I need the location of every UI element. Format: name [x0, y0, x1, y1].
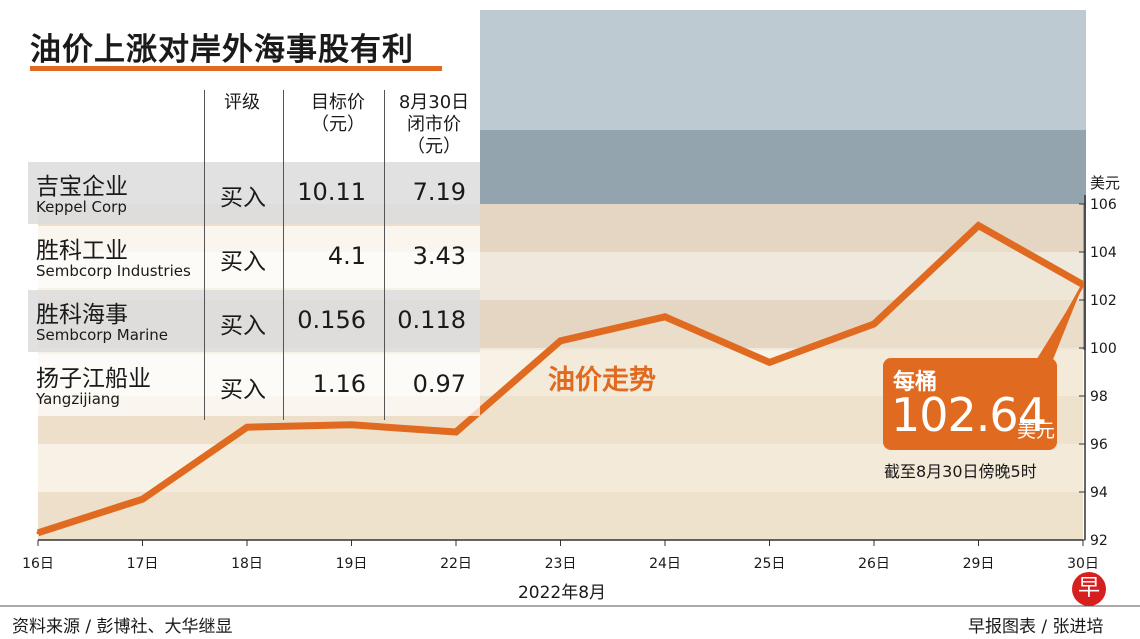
- data-point: [350, 423, 353, 427]
- callout-note: 截至8月30日傍晚5时: [884, 462, 1037, 481]
- table-row: 胜科海事 Sembcorp Marine 买入 0.156 0.118: [28, 290, 480, 352]
- target-price: 1.16: [312, 370, 366, 398]
- x-tick-label: 23日: [545, 556, 577, 572]
- table-row: 胜科工业 Sembcorp Industries 买入 4.1 3.43: [28, 226, 480, 288]
- y-tick-label: 92: [1090, 533, 1108, 549]
- header-target-line2: （元）: [311, 114, 365, 135]
- company-name-en: Keppel Corp: [36, 198, 127, 216]
- x-axis-label: 2022年8月: [518, 583, 606, 603]
- target-price: 10.11: [297, 178, 366, 206]
- area-fill: [38, 225, 1083, 540]
- company-name-en: Sembcorp Marine: [36, 326, 168, 344]
- rating-value: 买入: [220, 249, 266, 275]
- y-tick-label: 106: [1090, 197, 1117, 213]
- close-price: 0.118: [397, 306, 466, 334]
- company-name-cn: 吉宝企业: [36, 174, 128, 200]
- x-tick-label: 17日: [127, 556, 159, 572]
- page-title: 油价上涨对岸外海事股有利: [30, 32, 414, 68]
- data-point: [559, 339, 562, 343]
- header-rating-text: 评级: [224, 92, 260, 113]
- callout-label: 每桶: [893, 370, 938, 395]
- data-point: [245, 425, 249, 429]
- company-name-cn: 胜科海事: [36, 302, 128, 328]
- table-divider: [204, 90, 205, 420]
- data-point: [454, 430, 458, 434]
- y-tick-label: 94: [1090, 485, 1108, 501]
- header-rating: 评级: [210, 92, 274, 114]
- source-note: 资料来源 / 彭博社、大华继显: [12, 617, 233, 637]
- x-tick-label: 16日: [22, 556, 54, 572]
- x-tick-label: 26日: [858, 556, 890, 572]
- data-point: [872, 322, 876, 326]
- x-tick-label: 22日: [440, 556, 472, 572]
- table-divider: [283, 90, 284, 420]
- data-point: [768, 360, 771, 364]
- series-label: 油价走势: [548, 365, 656, 396]
- target-price: 4.1: [327, 242, 366, 270]
- x-tick-label: 25日: [754, 556, 786, 572]
- data-point: [36, 531, 40, 535]
- data-point: [141, 497, 144, 501]
- company-name-cn: 扬子江船业: [36, 366, 151, 392]
- y-tick-label: 98: [1090, 389, 1108, 405]
- header-close-line3: （元）: [407, 136, 461, 157]
- x-tick-label: 18日: [231, 556, 263, 572]
- x-tick-label: 19日: [336, 556, 368, 572]
- close-price: 3.43: [412, 242, 466, 270]
- header-close-line1: 8月30日: [398, 92, 470, 113]
- table-row: 吉宝企业 Keppel Corp 买入 10.11 7.19: [28, 162, 480, 224]
- header-close: 8月30日 闭市价 （元）: [388, 92, 480, 158]
- header-target-line1: 目标价: [311, 92, 365, 113]
- data-point: [663, 315, 667, 319]
- data-point: [977, 224, 980, 228]
- callout-value: 102.64: [891, 388, 1047, 442]
- x-tick-label: 29日: [963, 556, 995, 572]
- credit-note: 早报图表 / 张进培: [968, 617, 1104, 637]
- company-name-en: Yangzijiang: [36, 390, 120, 408]
- close-price: 7.19: [412, 178, 466, 206]
- y-tick-label: 102: [1090, 293, 1117, 309]
- x-tick-label: 24日: [649, 556, 681, 572]
- y-axis-label: 美元: [1090, 174, 1120, 192]
- zaobao-logo: 早: [1072, 572, 1106, 606]
- callout-unit: 美元: [1017, 420, 1056, 442]
- rating-value: 买入: [220, 377, 266, 403]
- photo-sky: [480, 10, 1086, 130]
- y-tick-label: 100: [1090, 341, 1117, 357]
- rating-value: 买入: [220, 185, 266, 211]
- title-underline: [30, 66, 442, 71]
- callout-leader: [1038, 283, 1085, 363]
- company-name-en: Sembcorp Industries: [36, 262, 191, 280]
- table-divider: [384, 90, 385, 420]
- target-price: 0.156: [297, 306, 366, 334]
- y-tick-label: 96: [1090, 437, 1108, 453]
- header-target: 目标价 （元）: [292, 92, 384, 136]
- price-callout: 每桶 102.64 美元: [883, 358, 1057, 450]
- close-price: 0.97: [412, 370, 466, 398]
- rating-value: 买入: [220, 313, 266, 339]
- x-tick-label: 30日: [1067, 556, 1099, 572]
- header-close-line2: 闭市价: [407, 114, 461, 135]
- y-tick-label: 104: [1090, 245, 1117, 261]
- company-name-cn: 胜科工业: [36, 238, 128, 264]
- table-row: 扬子江船业 Yangzijiang 买入 1.16 0.97: [28, 354, 480, 416]
